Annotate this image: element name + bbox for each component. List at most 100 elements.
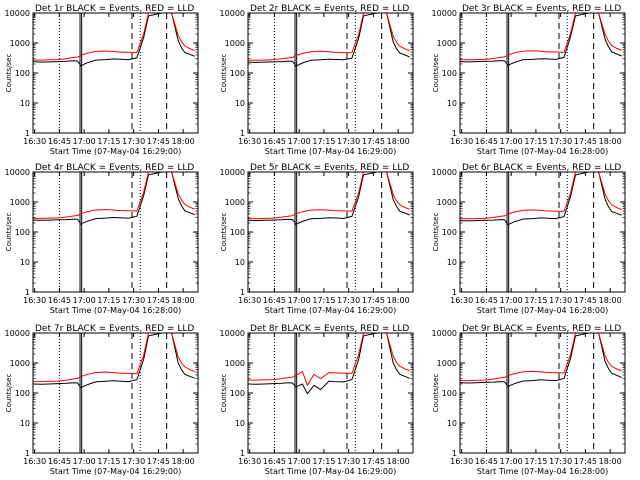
- series-line-lld: [33, 333, 195, 383]
- x-tick-label: 16:45: [475, 457, 498, 466]
- series-group: [33, 172, 195, 225]
- x-tick-label: 16:30: [238, 457, 261, 466]
- panel-title: Det 2r BLACK = Events, RED = LLD: [250, 4, 409, 14]
- marker-lines: [273, 333, 383, 453]
- x-tick-label: 16:30: [23, 137, 46, 146]
- x-tick-label: 16:45: [48, 137, 71, 146]
- x-axis-label: Start Time (07-May-04 16:28:00): [477, 467, 608, 476]
- series-line-lld: [248, 333, 410, 387]
- y-axis-label: Counts/sec: [5, 54, 13, 93]
- y-axis-label: Counts/sec: [432, 374, 440, 413]
- series-line-lld: [33, 13, 195, 61]
- y-tick-label: 1000: [10, 359, 30, 368]
- chart-panel-6: 16:30 16:45 17:00 17:15 17:30 17:45 18:00 1 10 10…: [432, 163, 626, 315]
- y-tick-label: 10: [447, 99, 457, 108]
- series-group: [33, 13, 195, 67]
- x-tick-label: 16:30: [23, 457, 46, 466]
- series-line-lld: [460, 13, 622, 61]
- series-group: [460, 172, 622, 226]
- y-tick-label: 1: [452, 288, 457, 297]
- y-axis-label: Counts/sec: [5, 374, 13, 413]
- series-line-events: [460, 13, 622, 66]
- series-group: [248, 13, 410, 67]
- y-tick-label: 100: [230, 228, 245, 237]
- x-tick-label: 17:45: [362, 296, 385, 305]
- x-tick-label: 17:00: [73, 137, 96, 146]
- series-group: [460, 13, 622, 66]
- x-tick-label: 17:30: [337, 296, 360, 305]
- x-tick-label: 17:30: [122, 457, 145, 466]
- y-tick-label: 10: [447, 419, 457, 428]
- panel-title: Det 3r BLACK = Events, RED = LLD: [462, 4, 621, 14]
- x-tick-label: 18:00: [599, 457, 622, 466]
- y-tick-label: 10: [20, 99, 30, 108]
- y-tick-label: 1: [452, 449, 457, 458]
- plot-frame: [459, 332, 626, 454]
- y-tick-label: 1: [25, 449, 30, 458]
- panel-title: Det 4r BLACK = Events, RED = LLD: [35, 163, 194, 173]
- panel-title: Det 7r BLACK = Events, RED = LLD: [35, 324, 194, 334]
- y-tick-label: 1000: [437, 198, 457, 207]
- series-group: [248, 333, 410, 395]
- x-tick-label: 17:00: [288, 137, 311, 146]
- y-tick-label: 10: [20, 258, 30, 267]
- marker-lines: [273, 13, 383, 133]
- x-tick-label: 17:30: [549, 296, 572, 305]
- x-tick-label: 16:30: [238, 137, 261, 146]
- series-line-events: [33, 172, 195, 225]
- y-tick-label: 1: [452, 129, 457, 138]
- y-tick-label: 1000: [225, 39, 245, 48]
- y-tick-label: 100: [442, 389, 457, 398]
- x-tick-label: 18:00: [599, 137, 622, 146]
- y-axis-label: Counts/sec: [220, 54, 228, 93]
- plot-frame: [247, 332, 414, 454]
- x-tick-label: 16:45: [48, 457, 71, 466]
- x-tick-label: 17:15: [524, 457, 547, 466]
- x-tick-label: 16:45: [263, 137, 286, 146]
- y-tick-label: 10: [235, 419, 245, 428]
- series-line-events: [248, 13, 410, 67]
- series-line-lld: [248, 13, 410, 61]
- chart-panel-5: 16:30 16:45 17:00 17:15 17:30 17:45 18:00 1 10 10…: [220, 163, 414, 315]
- y-tick-label: 100: [442, 228, 457, 237]
- chart-panel-7: 16:30 16:45 17:00 17:15 17:30 17:45 18:00 1 10 10…: [5, 324, 199, 476]
- series-line-lld: [460, 172, 622, 220]
- x-tick-label: 17:15: [312, 296, 335, 305]
- x-tick-label: 17:30: [122, 296, 145, 305]
- marker-lines: [485, 13, 595, 133]
- y-tick-label: 1000: [225, 198, 245, 207]
- plot-frame: [32, 171, 199, 293]
- chart-panel-8: 16:30 16:45 17:00 17:15 17:30 17:45 18:00 1 10 10…: [220, 324, 414, 476]
- plot-frame: [459, 171, 626, 293]
- x-tick-label: 17:30: [337, 137, 360, 146]
- x-tick-label: 17:00: [73, 296, 96, 305]
- series-group: [33, 333, 195, 389]
- plot-frame: [247, 171, 414, 293]
- x-tick-label: 17:30: [122, 137, 145, 146]
- y-tick-label: 1000: [10, 198, 30, 207]
- y-tick-label: 1: [240, 129, 245, 138]
- y-tick-label: 10000: [220, 168, 245, 177]
- x-tick-label: 17:45: [574, 296, 597, 305]
- x-tick-label: 17:30: [549, 457, 572, 466]
- x-tick-label: 16:45: [475, 296, 498, 305]
- x-tick-label: 17:45: [574, 137, 597, 146]
- chart-panel-1: 16:30 16:45 17:00 17:15 17:30 17:45 18:00 1 10 10…: [5, 4, 199, 156]
- y-tick-label: 10: [235, 258, 245, 267]
- plot-frame: [32, 12, 199, 134]
- x-tick-label: 17:45: [147, 137, 170, 146]
- y-tick-label: 1000: [437, 39, 457, 48]
- y-tick-label: 10: [20, 419, 30, 428]
- x-tick-label: 18:00: [387, 137, 410, 146]
- y-tick-label: 100: [15, 228, 30, 237]
- x-axis-label: Start Time (07-May-04 16:28:00): [477, 306, 608, 315]
- series-line-events: [33, 333, 195, 389]
- y-tick-label: 1000: [437, 359, 457, 368]
- x-tick-label: 17:45: [147, 296, 170, 305]
- y-tick-label: 1000: [225, 359, 245, 368]
- x-tick-label: 16:30: [23, 296, 46, 305]
- y-tick-label: 10: [447, 258, 457, 267]
- x-tick-label: 17:45: [362, 457, 385, 466]
- chart-panel-9: 16:30 16:45 17:00 17:15 17:30 17:45 18:00 1 10 10…: [432, 324, 626, 476]
- y-axis-label: Counts/sec: [432, 213, 440, 252]
